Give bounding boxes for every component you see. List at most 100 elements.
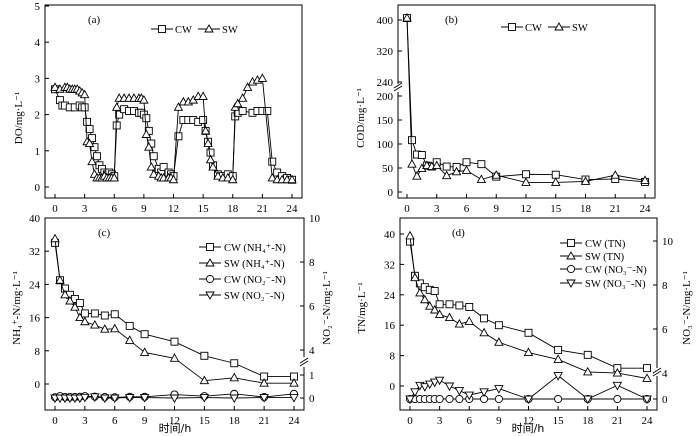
legend-triangle-icon [204,24,214,33]
data-point-a-0 [85,125,94,134]
data-point-a-1 [139,94,149,104]
x-tick-label: 18 [229,415,241,427]
data-point-d-3 [454,387,465,396]
data-point-b-1 [476,174,487,183]
data-point-a-0 [263,107,272,115]
y-tick-label: 200 [377,91,394,103]
legend-entry-cw-no2: CW (NO₂⁻-N) [224,275,286,286]
axis-break-mark [652,370,662,377]
y-right-tick-label: 6 [662,324,668,336]
data-point-d-3 [523,395,534,405]
x-tick-label: 0 [407,415,413,427]
data-point-b-1 [640,175,650,184]
x-tick-label: 18 [227,203,239,215]
y-right-tick-label: 6 [309,301,315,313]
data-point-c-3 [124,394,135,403]
panel-d-xlabel: 时间/h [512,422,545,435]
data-point-c-0 [200,351,209,360]
y-tick-label: 2 [35,110,41,122]
x-tick-label: 15 [199,415,211,427]
data-point-b-0 [551,170,560,179]
data-point-d-0 [554,345,563,354]
legend-triangle-icon [554,22,564,31]
data-point-b-1 [461,165,472,174]
data-point-c-3 [139,394,150,403]
data-point-d-0 [455,301,464,310]
x-tick-label: 0 [52,203,58,215]
y-tick-label: 0 [388,187,394,199]
legend-entry-sw: SW [222,25,238,36]
data-point-a-0 [112,121,121,130]
data-point-c-3 [259,394,269,403]
data-point-b-1 [521,177,531,186]
data-point-d-3 [553,372,563,381]
data-point-d-3 [479,388,489,397]
data-point-d-3 [612,381,623,391]
y-tick-label: 8 [390,351,396,363]
x-tick-label: 9 [142,415,148,427]
data-point-a-0 [238,107,247,115]
data-point-d-0 [435,300,444,309]
x-tick-label: 15 [553,415,565,427]
data-point-c-3 [199,394,210,403]
data-point-d-3 [582,395,593,405]
legend-square-icon [158,25,166,33]
data-point-d-1 [415,287,425,297]
data-point-a-0 [142,114,151,123]
legend-triangle-down-icon [205,291,215,300]
panel-a-frame [44,4,303,199]
data-point-d-3 [642,395,652,405]
legend-entry-sw-no2: SW (NO₂⁻-N) [224,291,285,302]
data-point-d-3 [434,376,445,386]
y-tick-label: 0 [35,182,41,194]
data-point-b-1 [491,170,502,179]
y-tick-label: 1 [35,146,41,158]
data-point-d-1 [494,337,504,346]
data-point-c-0 [110,310,119,319]
y-right-tick-label: 8 [309,257,315,269]
data-point-d-3 [464,391,475,401]
legend-square-icon [206,243,214,251]
x-tick-label: 21 [612,415,623,427]
data-point-a-1 [109,172,120,182]
data-point-d-1 [444,312,455,322]
x-tick-label: 3 [437,415,443,427]
data-point-c-1 [229,372,240,382]
x-tick-label: 9 [496,415,502,427]
y-tick-label: 3 [35,73,41,85]
data-point-d-3 [429,378,440,388]
legend-entry-sw-tn: SW (TN) [585,252,625,263]
legend-triangle-icon [566,251,576,260]
axis-break-mark [393,85,403,92]
data-point-d-1 [410,272,420,282]
data-point-c-3 [169,394,180,404]
data-point-d-3 [494,385,504,394]
data-point-b-0 [442,162,451,171]
data-point-a-1 [50,82,60,91]
x-tick-label: 24 [289,415,301,427]
data-point-c-1 [55,275,65,284]
data-point-a-1 [232,98,243,108]
x-tick-label: 9 [494,203,500,215]
panel-c: (c) NH₄⁺-N/mg·L⁻¹ NO₂⁻-N/mg·L⁻¹ 时间/h 0 3 6… [11,213,333,435]
data-point-d-1 [642,373,652,382]
y-tick-label: 4 [35,37,41,49]
y-tick-label: 24 [29,279,41,291]
data-point-a-0 [159,163,168,172]
panel-c-label: (c) [98,227,111,239]
axis-break-mark [652,367,662,374]
y-right-tick-label: 10 [662,236,674,248]
series-line-b-0 [406,18,646,183]
data-point-c-1 [80,316,90,326]
y-right-tick-label: 0 [309,393,315,405]
data-point-c-1 [100,324,110,333]
data-point-b-1 [550,177,561,186]
data-point-c-0 [75,299,84,308]
data-point-c-1 [65,295,75,305]
data-point-a-0 [199,116,208,124]
axis-break-mark [299,357,309,364]
y-tick-label: 0 [35,379,41,391]
y-right-tick-label: 10 [309,213,321,225]
data-point-c-3 [90,393,100,402]
